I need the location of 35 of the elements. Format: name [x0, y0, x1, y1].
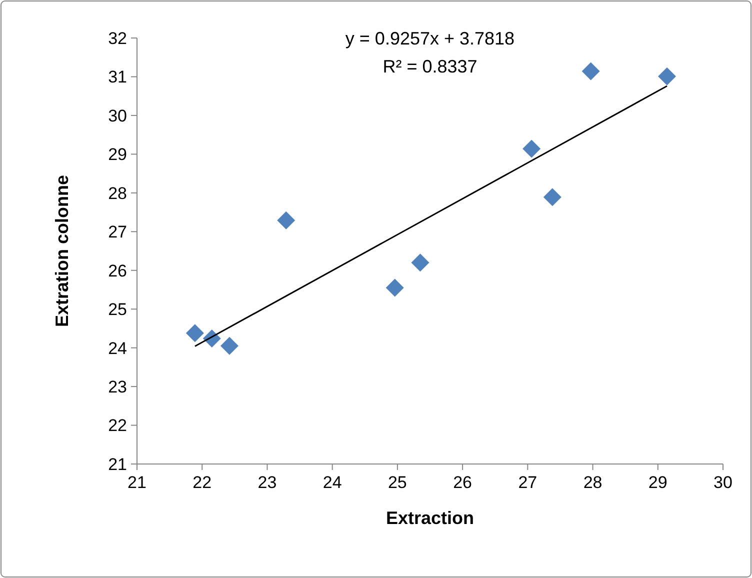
x-tick-label: 25: [388, 473, 407, 492]
x-axis-title: Extraction: [386, 508, 474, 528]
y-tick-label: 28: [108, 184, 127, 203]
y-tick-label: 23: [108, 377, 127, 396]
y-tick-label: 24: [108, 338, 127, 358]
x-tick-label: 21: [128, 473, 146, 492]
point: [220, 336, 238, 355]
y-tick-label: 21: [108, 454, 127, 474]
y-tick-label: 32: [108, 28, 127, 48]
x-tick-label: 27: [518, 473, 538, 492]
point: [186, 324, 204, 342]
y-tick-label: 31: [108, 68, 127, 87]
x-tick-label: 28: [583, 473, 602, 492]
y-tick-label: 27: [108, 222, 127, 242]
point: [522, 140, 541, 158]
x-tick-label: 23: [258, 473, 277, 492]
x-tick-label: 22: [192, 473, 212, 492]
x-tick-label: 29: [648, 473, 668, 492]
y-tick-label: 30: [108, 106, 127, 126]
point: [543, 188, 562, 206]
point: [277, 211, 296, 230]
point: [658, 67, 676, 86]
annotation: y = 0.9257x + 3.7818: [345, 28, 515, 48]
annotation: R² = 0.8337: [382, 56, 478, 76]
point: [582, 62, 600, 80]
y-tick-label: 25: [108, 300, 127, 320]
y-tick-label: 22: [108, 416, 127, 436]
point: [386, 278, 404, 297]
x-tick-label: 24: [322, 473, 342, 492]
x-tick-label: 26: [453, 473, 472, 492]
y-tick-label: 29: [108, 145, 127, 164]
y-tick-label: 26: [108, 261, 127, 280]
y-axis-title: Extration colonne: [52, 174, 72, 328]
x-tick-label: 30: [714, 473, 732, 492]
point: [411, 254, 430, 272]
